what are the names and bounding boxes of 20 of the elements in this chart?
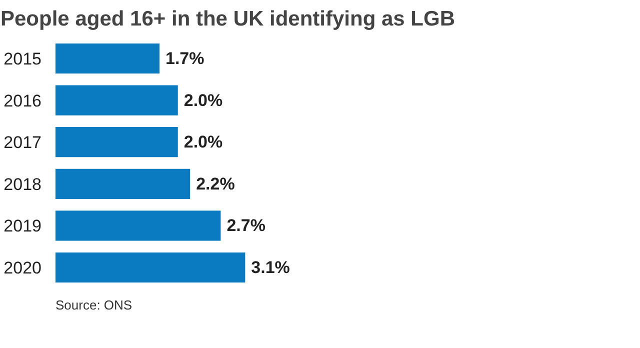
bar bbox=[56, 127, 178, 158]
data-label: 1.7% bbox=[166, 48, 204, 68]
chart-title: People aged 16+ in the UK identifying as LGB bbox=[0, 8, 456, 30]
y-tick-label: 2018 bbox=[4, 174, 42, 194]
bar bbox=[56, 85, 178, 116]
y-tick-label: 2015 bbox=[4, 49, 42, 68]
y-tick-label: 2020 bbox=[4, 258, 42, 278]
data-label: 2.0% bbox=[184, 90, 223, 110]
y-tick-label: 2019 bbox=[4, 216, 42, 236]
data-label: 2.7% bbox=[226, 216, 266, 236]
y-tick-label: 2016 bbox=[4, 91, 42, 110]
source-note: Source: ONS bbox=[56, 298, 132, 312]
bar bbox=[56, 168, 190, 199]
bar bbox=[56, 252, 246, 283]
y-tick-label: 2017 bbox=[4, 133, 42, 152]
bar bbox=[56, 43, 160, 74]
data-label: 3.1% bbox=[251, 258, 290, 278]
data-label: 2.0% bbox=[184, 132, 223, 152]
bar bbox=[56, 210, 221, 241]
data-label: 2.2% bbox=[196, 174, 235, 194]
